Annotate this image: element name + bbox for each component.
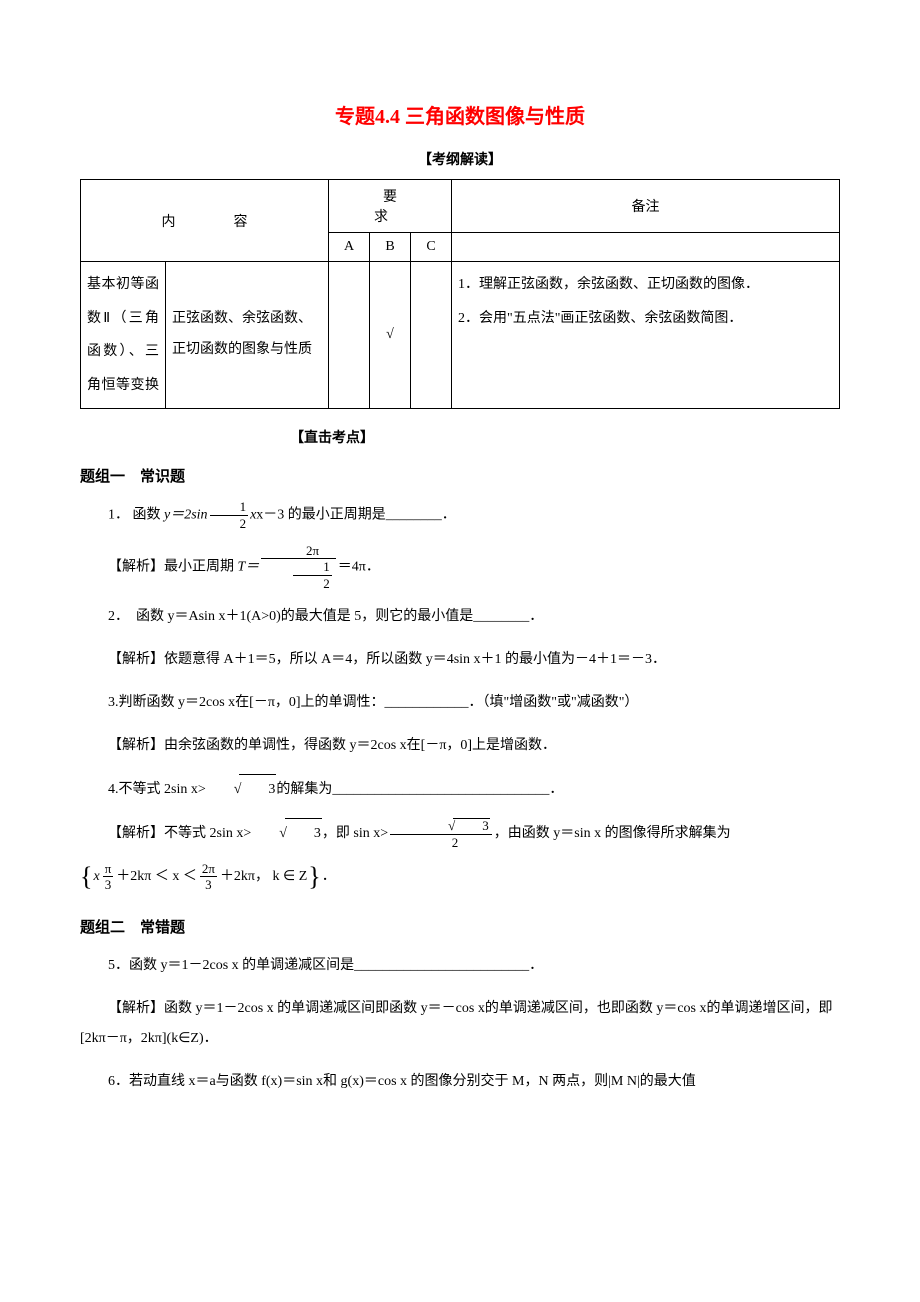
col-note: 备注 [452,180,840,233]
answer-1: 【解析】最小正周期 T＝2π12＝4π． [80,544,840,591]
col-content: 内 容 [81,180,329,262]
question-2: 2． 函数 y＝Asin x＋1(A>0)的最大值是 5，则它的最小值是____… [80,602,840,633]
syllabus-table: 内 容 要 求 备注 A B C 基本初等函数Ⅱ（三角函数）、三角恒等变换 正弦… [80,179,840,409]
col-a: A [329,233,370,262]
cell-note: 1．理解正弦函数，余弦函数、正切函数的图像． 2．会用"五点法"画正弦函数、余弦… [452,262,840,409]
section-syllabus-label: 【考纲解读】 [80,149,840,169]
group1-title: 题组一 常识题 [80,465,840,486]
question-5: 5．函数 y＝1－2cos x 的单调递减区间是________________… [80,951,840,982]
table-row: 基本初等函数Ⅱ（三角函数）、三角恒等变换 正弦函数、余弦函数、正切函数的图象与性… [81,262,840,409]
answer-4-line2: { x π3 ＋2kπ ＜ x ＜ 2π3 ＋2kπ， k ∈ Z } ． [80,862,840,898]
answer-4-line1: 【解析】不等式 2sin x>3，即 sin x>32，由函数 y＝sin x … [80,818,840,850]
answer-3: 【解析】由余弦函数的单调性，得函数 y＝2cos x在[－π，0]上是增函数． [80,731,840,762]
cell-a [329,262,370,409]
question-6: 6．若动直线 x＝a与函数 f(x)＝sin x和 g(x)＝cos x 的图像… [80,1067,840,1098]
group2-title: 题组二 常错题 [80,916,840,937]
answer-5: 【解析】函数 y＝1－2cos x 的单调递减区间即函数 y＝－cos x的单调… [80,994,840,1056]
question-3: 3.判断函数 y＝2cos x在[－π，0]上的单调性：____________… [80,688,840,719]
col-c: C [411,233,452,262]
page-title: 专题4.4 三角函数图像与性质 [80,100,840,129]
col-b: B [370,233,411,262]
section-exam-label: 【直击考点】 [80,427,840,447]
table-header-row: 内 容 要 求 备注 [81,180,840,233]
col-req: 要 求 [329,180,452,233]
cell-category: 基本初等函数Ⅱ（三角函数）、三角恒等变换 [81,262,166,409]
cell-c [411,262,452,409]
question-4: 4.不等式 2sin x>3的解集为______________________… [80,774,840,806]
question-1: 1． 函数 y＝2sin12xx－3 的最小正周期是________． [80,500,840,531]
cell-b: √ [370,262,411,409]
cell-topic: 正弦函数、余弦函数、正切函数的图象与性质 [166,262,329,409]
answer-2: 【解析】依题意得 A＋1＝5，所以 A＝4，所以函数 y＝4sin x＋1 的最… [80,645,840,676]
col-note-sub [452,233,840,262]
